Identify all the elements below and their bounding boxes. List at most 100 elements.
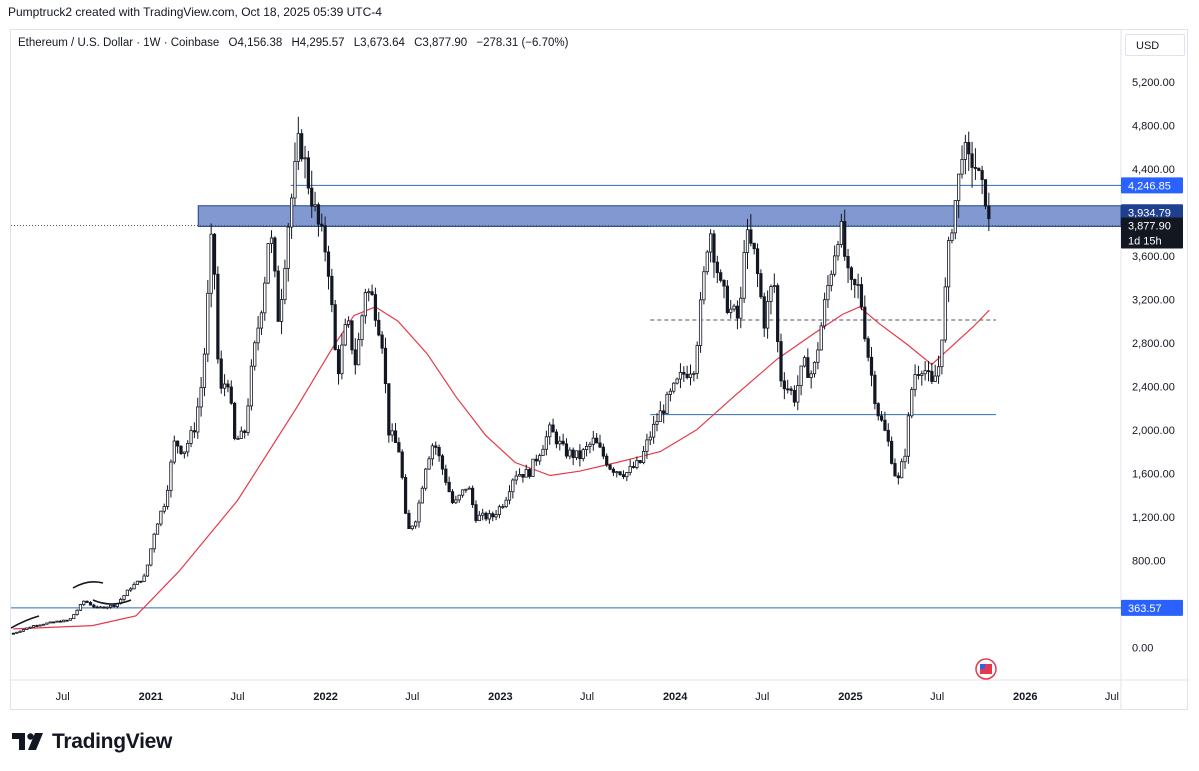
candle-up [558, 440, 562, 445]
candle-up [21, 629, 26, 632]
candle-up [467, 487, 471, 490]
candle-up [199, 387, 203, 408]
candle-up [196, 406, 200, 433]
candle-up [940, 339, 944, 368]
candle-down [883, 419, 887, 431]
candle-up [588, 443, 592, 447]
candle-up [142, 575, 146, 583]
candle-up [913, 374, 917, 390]
candle-up [541, 448, 545, 456]
symbol-name[interactable]: Ethereum / U.S. Dollar · 1W · Coinbase [18, 37, 220, 49]
resistance-zone-layer [197, 205, 1122, 227]
candle-up [45, 622, 49, 625]
candle-down [973, 167, 978, 169]
candle-down [11, 632, 16, 635]
candle-up [672, 382, 676, 392]
candle-down [886, 429, 890, 442]
candle-up [25, 627, 29, 630]
x-tick-label: 2022 [313, 691, 337, 703]
candle-down [846, 255, 850, 269]
candle-down [879, 415, 884, 421]
candle-up [202, 353, 207, 388]
candle-down [983, 179, 988, 207]
price-chart-svg[interactable]: 0.00 800.00 1,200.00 1,600.00 2,000.00 2,400.… [11, 30, 1189, 711]
brand-name: TradingView [52, 730, 173, 753]
price-label-text: 3,877.90 [1128, 221, 1171, 233]
candle-up [414, 521, 418, 527]
candle-down [380, 334, 384, 349]
candle-up [48, 621, 52, 624]
price-axis: 0.00 800.00 1,200.00 1,600.00 2,000.00 2,400.… [1132, 77, 1175, 655]
horizontal-lines-layer [11, 184, 1121, 609]
candle-up [494, 514, 498, 518]
candle-down [749, 229, 753, 244]
candle-up [62, 619, 66, 623]
candle-down [662, 410, 666, 414]
open-value: 4,156.38 [237, 37, 283, 49]
candle-up [457, 494, 461, 501]
candle-down [967, 142, 971, 155]
candle-up [222, 383, 227, 389]
close-label: C [414, 37, 423, 49]
x-tick-label: Jul [930, 691, 944, 703]
candle-up [424, 468, 428, 489]
candle-up [165, 489, 170, 507]
candle-up [477, 514, 481, 522]
candle-down [192, 430, 197, 433]
price-label-text: 363.57 [1128, 603, 1162, 615]
candle-down [571, 449, 575, 459]
candle-down [534, 458, 538, 462]
us-flag-canton [980, 664, 985, 669]
candle-down [139, 580, 143, 583]
candle-down [618, 471, 622, 476]
candle-down [605, 455, 609, 466]
candle-down [869, 356, 874, 376]
y-tick-label: 4,800.00 [1132, 120, 1175, 132]
candle-down [35, 625, 39, 627]
candle-up [933, 375, 937, 382]
candle-up [936, 366, 941, 377]
candle-down [474, 504, 478, 522]
candle-up [584, 446, 589, 451]
candle-down [444, 468, 448, 483]
currency-selector[interactable]: USD [1125, 34, 1185, 56]
candle-up [236, 438, 240, 440]
candle-down [554, 431, 559, 445]
candle-down [786, 388, 790, 391]
candle-up [812, 361, 817, 375]
candle-up [504, 499, 508, 507]
candle-up [591, 437, 595, 445]
candle-down [779, 341, 783, 382]
price-label-text: 1d 15h [1128, 236, 1162, 248]
candle-up [628, 466, 632, 473]
candle-down [434, 445, 438, 448]
candle-up [189, 430, 193, 444]
candle-down [806, 357, 810, 378]
candle-up [745, 229, 750, 253]
candle-up [544, 436, 548, 450]
candle-down [980, 170, 984, 181]
candle-up [772, 285, 776, 287]
candle-up [340, 344, 344, 375]
drawn-arc-mark [72, 581, 104, 589]
candle-down [970, 153, 974, 168]
candle-down [759, 273, 763, 298]
candle-down [400, 451, 404, 478]
price-labels-layer: 4,246.85 3,934.79 3,877.90 1d 15h 363.57 [1121, 177, 1183, 616]
candle-up [732, 305, 736, 310]
candle-up [303, 157, 307, 160]
y-tick-label: 2,800.00 [1132, 338, 1175, 350]
candle-up [839, 221, 843, 246]
candle-down [527, 469, 532, 477]
candle-up [430, 445, 435, 460]
chart-frame[interactable]: 0.00 800.00 1,200.00 1,600.00 2,000.00 2,400.… [10, 29, 1189, 711]
candle-up [186, 443, 190, 453]
candle-up [645, 439, 649, 452]
candle-down [383, 347, 388, 385]
candle-down [370, 291, 374, 295]
candle-up [464, 488, 468, 491]
candle-down [782, 380, 786, 390]
candle-down [353, 349, 357, 366]
candle-down [316, 204, 321, 225]
candle-down [926, 370, 931, 373]
